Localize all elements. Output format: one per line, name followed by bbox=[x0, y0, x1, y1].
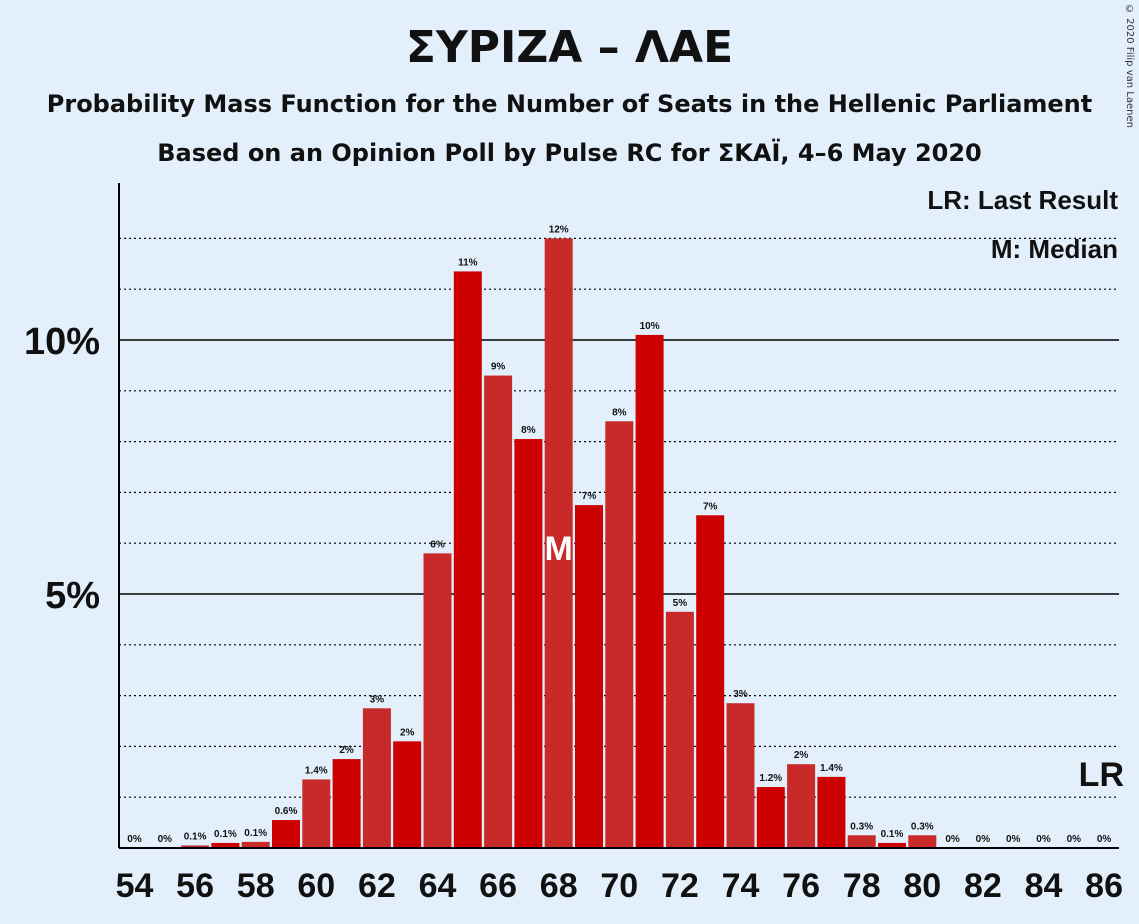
axes: 5% 10% 54 56 58 60 62 64 66 68 70 72 74 76 78 80 82 84 86 bbox=[24, 183, 1123, 905]
x-tick-label: 68 bbox=[540, 867, 578, 905]
x-tick-label: 82 bbox=[964, 867, 1002, 905]
data-label: 0.6% bbox=[275, 806, 298, 817]
data-label: 8% bbox=[521, 425, 536, 436]
data-labels: 0% 0% 0.1% 0.1% 0.1% 0.6% 1.4% 2% 3% 2% 6% 11% 9% 8% 1… bbox=[127, 224, 1124, 845]
bar-63 bbox=[393, 741, 422, 848]
x-tick-label: 66 bbox=[479, 867, 517, 905]
data-label: 0.1% bbox=[881, 829, 904, 840]
bar-74 bbox=[726, 703, 755, 848]
median-marker: M bbox=[545, 530, 573, 568]
x-tick-label: 58 bbox=[237, 867, 275, 905]
last-result-marker: LR bbox=[1079, 756, 1124, 794]
data-label: 0.1% bbox=[244, 828, 267, 839]
chart-title: ΣΥΡΙΖΑ – ΛΑΕ bbox=[405, 22, 734, 73]
x-tick-label: 84 bbox=[1025, 867, 1063, 905]
bar-56 bbox=[181, 845, 210, 848]
x-tick-label: 78 bbox=[843, 867, 881, 905]
bar-73 bbox=[696, 515, 725, 848]
bar-75 bbox=[756, 787, 785, 848]
x-tick-label: 74 bbox=[722, 867, 760, 905]
legend-median: M: Median bbox=[991, 234, 1118, 264]
data-label: 0.1% bbox=[184, 831, 207, 842]
bar-68 bbox=[544, 238, 573, 848]
x-tick-label: 80 bbox=[903, 867, 941, 905]
data-label: 0% bbox=[1006, 834, 1021, 845]
bar-66 bbox=[484, 375, 513, 848]
x-tick-label: 54 bbox=[116, 867, 154, 905]
data-label: 7% bbox=[703, 501, 718, 512]
x-tick-label: 60 bbox=[297, 867, 335, 905]
bar-64 bbox=[423, 553, 452, 848]
bar-61 bbox=[332, 759, 361, 848]
bar-79 bbox=[878, 842, 906, 848]
copyright-note: © 2020 Filip van Laenen bbox=[1124, 4, 1135, 128]
data-label: 3% bbox=[733, 689, 748, 700]
chart-subtitle: Probability Mass Function for the Number… bbox=[46, 90, 1093, 118]
bar-72 bbox=[665, 611, 694, 848]
data-label: 0.3% bbox=[850, 821, 873, 832]
data-label: 12% bbox=[549, 224, 569, 235]
x-tick-label: 86 bbox=[1085, 867, 1123, 905]
chart-source: Based on an Opinion Poll by Pulse RC for… bbox=[157, 139, 982, 167]
bar-62 bbox=[362, 708, 391, 848]
data-label: 0.3% bbox=[911, 821, 934, 832]
bars bbox=[181, 238, 937, 848]
bar-58 bbox=[241, 841, 270, 848]
data-label: 9% bbox=[491, 362, 506, 373]
y-tick-label: 5% bbox=[45, 575, 100, 617]
data-label: 5% bbox=[673, 598, 688, 609]
data-label: 10% bbox=[640, 321, 660, 332]
bar-67 bbox=[514, 439, 543, 848]
y-tick-label: 10% bbox=[24, 321, 100, 363]
bar-70 bbox=[605, 421, 634, 848]
data-label: 2% bbox=[794, 750, 809, 761]
data-label: 0% bbox=[127, 834, 142, 845]
data-label: 7% bbox=[582, 491, 597, 502]
data-label: 0% bbox=[1036, 834, 1051, 845]
bar-57 bbox=[211, 842, 240, 848]
bar-80 bbox=[908, 835, 937, 848]
bar-76 bbox=[787, 764, 816, 848]
bar-78 bbox=[847, 835, 876, 848]
bar-60 bbox=[302, 779, 331, 848]
data-label: 1.2% bbox=[759, 773, 782, 784]
data-label: 1.4% bbox=[305, 765, 328, 776]
x-tick-label: 76 bbox=[782, 867, 820, 905]
x-tick-label: 56 bbox=[176, 867, 214, 905]
bar-59 bbox=[272, 820, 300, 848]
data-label: 0% bbox=[1097, 834, 1112, 845]
data-label: 1.4% bbox=[820, 763, 843, 774]
bar-71 bbox=[635, 334, 664, 848]
data-label: 3% bbox=[370, 694, 385, 705]
bar-65 bbox=[453, 271, 482, 848]
data-label: 0% bbox=[158, 834, 173, 845]
bar-77 bbox=[817, 776, 846, 848]
x-tick-label: 62 bbox=[358, 867, 396, 905]
data-label: 0% bbox=[976, 834, 991, 845]
data-label: 0.1% bbox=[214, 829, 237, 840]
data-label: 2% bbox=[400, 727, 415, 738]
data-label: 0% bbox=[1067, 834, 1082, 845]
x-tick-label: 72 bbox=[661, 867, 699, 905]
x-tick-label: 70 bbox=[600, 867, 638, 905]
data-label: 11% bbox=[458, 257, 478, 268]
data-label: 8% bbox=[612, 407, 627, 418]
data-label: 6% bbox=[430, 539, 445, 550]
legend-last-result: LR: Last Result bbox=[927, 185, 1118, 215]
x-tick-label: 64 bbox=[419, 867, 457, 905]
data-label: 2% bbox=[339, 745, 354, 756]
data-label: 0% bbox=[945, 834, 960, 845]
bar-69 bbox=[575, 505, 603, 848]
